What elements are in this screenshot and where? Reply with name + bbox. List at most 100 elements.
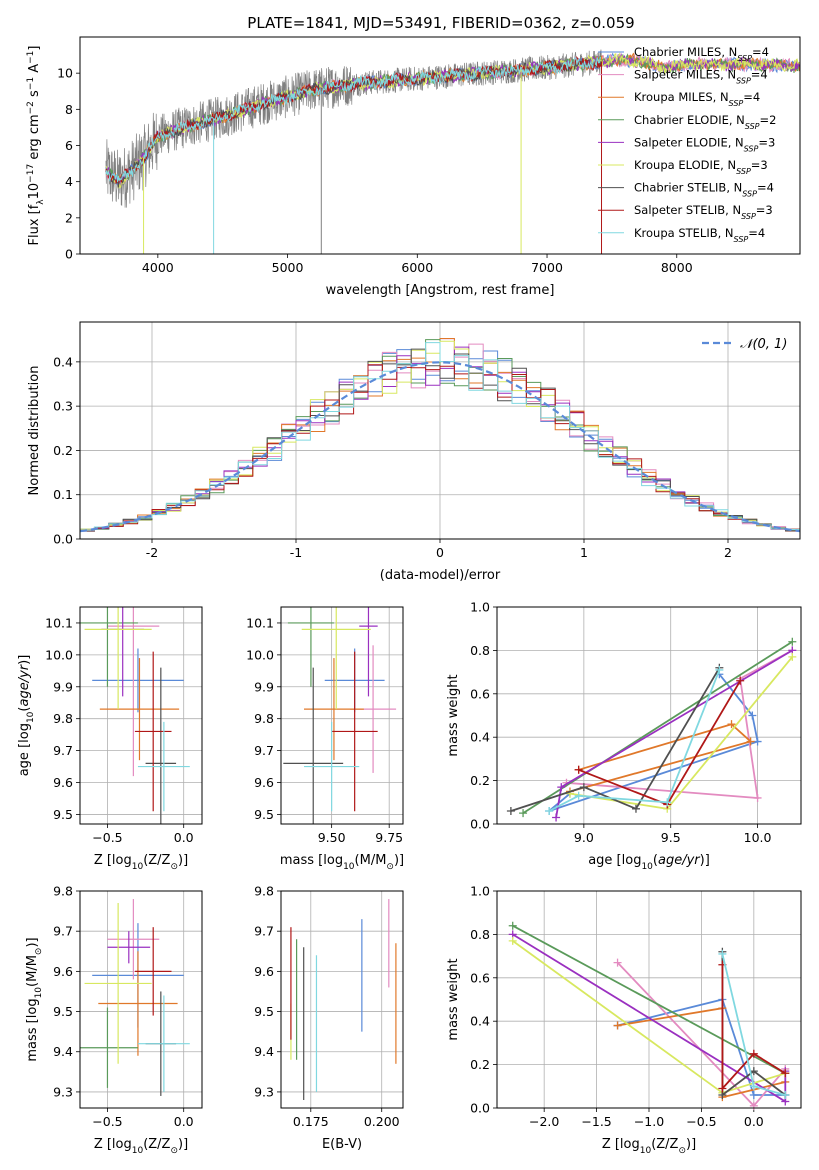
label-part: )] xyxy=(700,853,710,868)
y-axis-label: mass [log10(M/M⊙)] xyxy=(25,937,44,1061)
x-tick-label: −0.5 xyxy=(92,1114,122,1129)
label-part: )] xyxy=(178,853,188,868)
legend-sub: SSP xyxy=(745,121,760,130)
y-tick-label: 9.3 xyxy=(254,1084,274,1099)
weight-plot xyxy=(508,921,790,1110)
label-part: )] xyxy=(25,937,40,947)
legend-sub: SSP xyxy=(741,212,756,221)
x-tick-label: −0.5 xyxy=(686,1114,716,1129)
weight-plot xyxy=(506,637,797,822)
weight-line xyxy=(566,649,793,799)
x-axis-label: E(B-V) xyxy=(322,1137,362,1152)
y-tick-label: 10.0 xyxy=(246,647,274,662)
y-tick-label: 9.6 xyxy=(53,775,73,790)
errorbar-plot xyxy=(80,899,190,1096)
errorbar-point-8 xyxy=(137,995,190,1092)
errorbar-point-2 xyxy=(98,951,178,1056)
weight-marker xyxy=(781,1069,790,1078)
weight-marker xyxy=(613,1021,622,1030)
label-part: (M/M xyxy=(355,853,387,868)
label-part: 10 xyxy=(132,1146,144,1156)
label-part: ( xyxy=(17,707,32,712)
label-part: ⊙ xyxy=(386,862,394,872)
errorbar-point-5 xyxy=(84,607,152,710)
y-tick-label: 0.1 xyxy=(53,487,73,502)
y-tick-label: 10 xyxy=(57,66,73,81)
legend-end: =4 xyxy=(743,90,760,104)
x-tick-label: 7000 xyxy=(531,260,563,275)
label-part: −1 xyxy=(26,77,36,90)
age-vs-metallicity-panel: −0.5 0.09.59.69.79.89.910.010.1Z [log10(Z… xyxy=(17,606,203,872)
y-tick-label: 9.8 xyxy=(254,711,274,726)
weight-line xyxy=(522,640,793,814)
x-tick-label: 4000 xyxy=(142,260,174,275)
spectrum-panel: 4000 5000 6000 7000 8000 0 2 4 6 8 10 wavelength [A… xyxy=(26,36,801,298)
weight-marker xyxy=(579,783,588,792)
weight-marker xyxy=(736,676,745,685)
y-tick-label: 0.4 xyxy=(470,1014,490,1029)
errorbar-point-2 xyxy=(304,658,364,761)
y-tick-label: 0.4 xyxy=(53,354,73,369)
label-part: ⊙ xyxy=(170,1146,178,1156)
errorbar-point-6 xyxy=(283,667,344,824)
label-part: age/yr xyxy=(17,663,32,706)
y-tick-label: 10.1 xyxy=(45,615,73,630)
weight-line xyxy=(569,723,753,793)
x-axis-label: Z [log10(Z/Z⊙)] xyxy=(602,1137,696,1156)
y-tick-label: 9.8 xyxy=(53,711,73,726)
label-part: 10 xyxy=(34,987,44,999)
errorbar-plot xyxy=(290,899,397,1100)
label-part: (Z/Z xyxy=(651,1137,678,1152)
x-tick-label: −1.5 xyxy=(581,1114,611,1129)
label-part: −2 xyxy=(26,101,36,114)
weight-marker xyxy=(788,637,797,646)
x-axis-label: (data-model)/error xyxy=(380,568,501,583)
legend-name: Chabrier MILES, N xyxy=(634,45,737,59)
weight-marker xyxy=(718,1084,727,1093)
label-part: s xyxy=(27,90,42,101)
legend-sub: SSP xyxy=(729,99,744,108)
errorbar-point-1 xyxy=(107,899,160,980)
y-tick-label: 9.5 xyxy=(53,1004,73,1019)
weight-marker xyxy=(749,1049,758,1058)
x-axis-label: age [log10(age/yr)] xyxy=(588,853,710,872)
weight-marker xyxy=(663,798,672,807)
errorbar-point-7 xyxy=(331,651,378,812)
weight-marker xyxy=(788,652,797,661)
weight-vs-age-panel: 9.0 9.5 10.0 0.0 0.2 0.4 0.6 0.8 1.0 age [log10(a… xyxy=(446,600,802,872)
label-part: )] xyxy=(178,1137,188,1152)
axes-frame xyxy=(496,606,802,825)
y-axis-label: mass weight xyxy=(446,674,461,756)
x-tick-label: 0.0 xyxy=(174,830,194,845)
y-tick-label: 0.0 xyxy=(470,1101,490,1116)
weight-marker xyxy=(727,720,736,729)
y-tick-label: 0.0 xyxy=(53,532,73,547)
weight-series-7 xyxy=(718,960,790,1093)
weight-marker xyxy=(749,1082,758,1091)
label-part: −1 xyxy=(26,51,36,64)
weight-marker xyxy=(613,958,622,967)
legend-entry: 𝒩(0, 1) xyxy=(740,337,787,352)
y-tick-label: 9.6 xyxy=(254,964,274,979)
label-part: −17 xyxy=(26,164,36,183)
axes-frame xyxy=(79,321,801,540)
label-part: (Z/Z xyxy=(143,1137,170,1152)
weight-marker xyxy=(631,804,640,813)
label-part: Z [log xyxy=(94,1137,132,1152)
weight-marker xyxy=(715,665,724,674)
weight-marker xyxy=(753,793,762,802)
errorbar-point-3 xyxy=(287,607,334,687)
weight-marker xyxy=(748,711,757,720)
y-tick-label: 9.9 xyxy=(254,679,274,694)
weight-line xyxy=(512,924,786,1075)
x-tick-label: −1.0 xyxy=(634,1114,664,1129)
errorbar-point-4 xyxy=(107,931,151,964)
weight-marker xyxy=(545,806,554,815)
legend-name: Chabrier ELODIE, N xyxy=(634,113,745,127)
mass-vs-metallicity-panel: −0.5 0.09.39.49.59.69.79.8Z [log10(Z/Z⊙)]… xyxy=(25,884,203,1156)
legend-end: =4 xyxy=(752,45,769,59)
x-tick-label: -1 xyxy=(290,545,302,560)
weight-marker xyxy=(506,806,515,815)
label-part: mass [log xyxy=(25,998,40,1061)
legend-sub: SSP xyxy=(734,234,749,243)
